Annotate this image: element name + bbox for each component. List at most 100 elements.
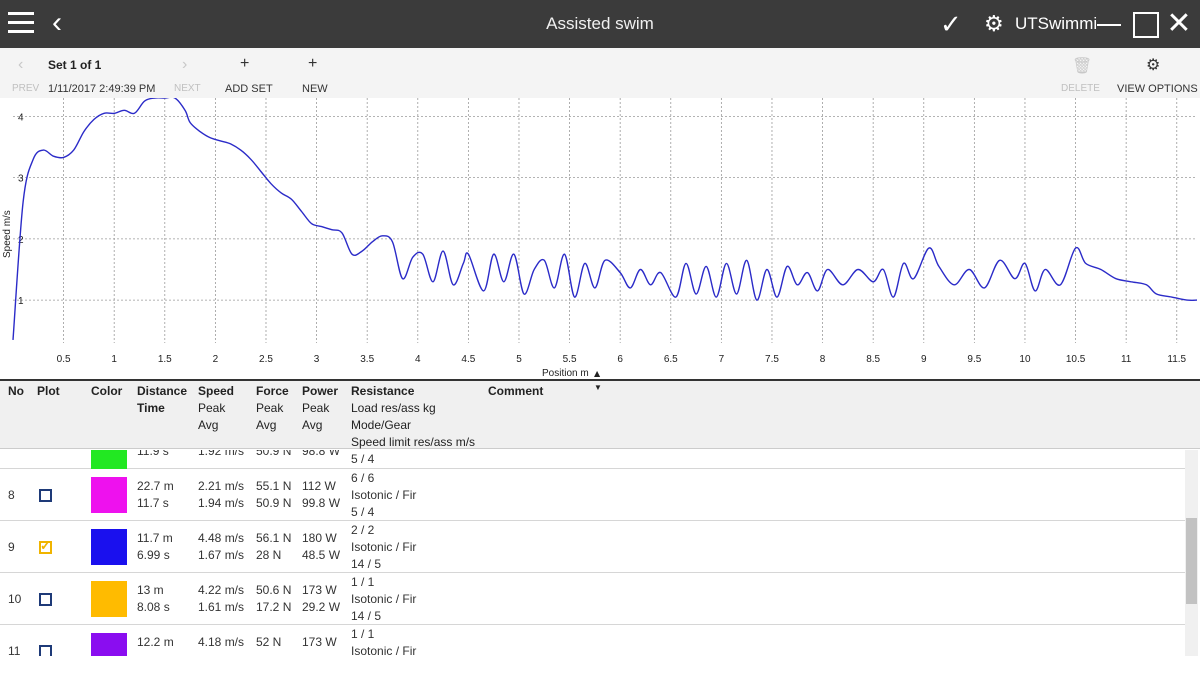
- plot-checkbox[interactable]: [39, 645, 52, 656]
- cell-speed-limit: 5 / 4: [351, 452, 375, 466]
- cell-no: 10: [8, 592, 22, 606]
- cell-time: 8.08 s: [137, 600, 170, 614]
- prev-chevron-icon[interactable]: ‹: [18, 56, 24, 73]
- back-arrow-icon[interactable]: ‹: [52, 6, 62, 39]
- header-power-avg: Avg: [302, 418, 323, 432]
- next-button[interactable]: NEXT: [174, 83, 201, 94]
- cell-load: 1 / 1: [351, 575, 375, 589]
- table-row-partial[interactable]: 11.9 s 1.92 m/s 50.9 N 98.8 W 5 / 4: [0, 450, 1185, 470]
- color-swatch[interactable]: [91, 477, 127, 513]
- view-options-gear-icon[interactable]: ⚙: [1146, 57, 1161, 74]
- table-body: 11.9 s 1.92 m/s 50.9 N 98.8 W 5 / 4 8 22.…: [0, 450, 1185, 656]
- header-plot[interactable]: Plot: [37, 384, 60, 398]
- cell-force-peak: 52 N: [256, 635, 282, 649]
- header-comment[interactable]: Comment: [488, 384, 544, 398]
- plot-checkbox[interactable]: [39, 489, 52, 502]
- cell-power-peak: 173 W: [302, 635, 337, 649]
- color-swatch[interactable]: [91, 529, 127, 565]
- plot-checkbox[interactable]: [39, 538, 52, 554]
- next-chevron-icon[interactable]: ›: [182, 56, 188, 73]
- header-distance[interactable]: Distance: [137, 384, 188, 398]
- hamburger-icon[interactable]: [8, 12, 34, 34]
- prev-button[interactable]: PREV: [12, 83, 40, 94]
- header-force-avg: Avg: [256, 418, 277, 432]
- cell-force-avg: 50.9 N: [256, 450, 292, 458]
- cell-force-avg: 17.2 N: [256, 600, 292, 614]
- x-tick-label: 6.5: [664, 354, 678, 365]
- header-mode: Mode/Gear: [351, 418, 412, 432]
- x-tick-label: 11: [1121, 354, 1132, 365]
- x-tick-label: 5: [516, 354, 522, 365]
- table-scrollbar-thumb[interactable]: [1186, 518, 1197, 604]
- table-row[interactable]: 11 12.2 m 4.18 m/s 52 N 173 W 1 / 1 Isotonic /…: [0, 625, 1185, 656]
- header-speed-avg: Avg: [198, 418, 219, 432]
- cell-speed-peak: 2.21 m/s: [198, 479, 245, 493]
- maximize-icon[interactable]: [1130, 8, 1160, 40]
- delete-button[interactable]: DELETE: [1061, 83, 1100, 94]
- cell-power-avg: 48.5 W: [302, 548, 341, 562]
- set-timestamp: 1/11/2017 2:49:39 PM: [48, 83, 156, 95]
- color-swatch[interactable]: [91, 450, 127, 470]
- table-row[interactable]: 9 11.7 m 6.99 s 4.48 m/s 1.67 m/s 56.1 N 28 N 1…: [0, 521, 1185, 573]
- x-tick-label: 9.5: [967, 354, 981, 365]
- cell-speed-peak: 4.18 m/s: [198, 635, 245, 649]
- cell-speed-peak: 4.48 m/s: [198, 531, 245, 545]
- x-tick-label: 3: [314, 354, 320, 365]
- header-no[interactable]: No: [8, 384, 24, 398]
- cell-speed-avg: 1.92 m/s: [198, 450, 245, 458]
- sort-down-arrow-icon[interactable]: ▼: [594, 383, 602, 392]
- color-swatch[interactable]: [91, 581, 127, 617]
- toolbar: ‹ PREV Set 1 of 1 1/11/2017 2:49:39 PM ›…: [0, 48, 1200, 98]
- app-name: UTSwimmi: [1015, 14, 1098, 33]
- cell-no: 8: [8, 488, 15, 502]
- x-axis-label: Position m: [542, 368, 589, 379]
- window-title: Assisted swim: [546, 14, 654, 33]
- add-set-button[interactable]: ADD SET: [225, 83, 273, 95]
- bottom-strip: [0, 656, 1200, 675]
- cell-distance: 13 m: [137, 583, 164, 597]
- cell-mode: Isotonic / Fir: [351, 592, 417, 606]
- y-tick-label: 3: [18, 174, 24, 185]
- header-force[interactable]: Force: [256, 384, 289, 398]
- set-label: Set 1 of 1: [48, 58, 102, 72]
- sort-arrow-icon[interactable]: ▲: [594, 369, 601, 378]
- new-button[interactable]: NEW: [302, 83, 328, 95]
- cell-mode: Isotonic / Fir: [351, 488, 417, 502]
- cell-speed-limit: 14 / 5: [351, 609, 382, 623]
- new-plus-icon[interactable]: +: [308, 55, 318, 72]
- cell-no: 11: [8, 644, 21, 656]
- cell-force-avg: 28 N: [256, 548, 282, 562]
- trash-icon[interactable]: 🗑: [1072, 58, 1093, 75]
- cell-distance: 12.2 m: [137, 635, 174, 649]
- x-tick-label: 8.5: [866, 354, 880, 365]
- x-tick-label: 10.5: [1066, 354, 1086, 365]
- header-power[interactable]: Power: [302, 384, 339, 398]
- header-force-peak: Peak: [256, 401, 284, 415]
- cell-power-avg: 98.8 W: [302, 450, 341, 458]
- y-tick-label: 1: [18, 296, 24, 307]
- plot-checkbox[interactable]: [39, 593, 52, 606]
- cell-no: 9: [8, 540, 15, 554]
- x-tick-label: 7: [719, 354, 725, 365]
- checkmark-icon[interactable]: ✓: [940, 9, 962, 39]
- header-speed-peak: Peak: [198, 401, 226, 415]
- gear-icon[interactable]: ⚙: [984, 11, 1004, 36]
- header-resistance[interactable]: Resistance: [351, 384, 415, 398]
- header-color[interactable]: Color: [91, 384, 123, 398]
- add-set-plus-icon[interactable]: +: [240, 55, 250, 72]
- header-time[interactable]: Time: [137, 401, 165, 415]
- color-swatch[interactable]: [91, 633, 127, 656]
- cell-power-avg: 29.2 W: [302, 600, 341, 614]
- table-row[interactable]: 8 22.7 m 11.7 s 2.21 m/s 1.94 m/s 55.1 N 50.9 …: [0, 469, 1185, 521]
- close-icon[interactable]: ✕: [1166, 7, 1192, 40]
- minimize-icon[interactable]: [1094, 8, 1124, 40]
- view-options-button[interactable]: VIEW OPTIONS: [1117, 83, 1198, 95]
- header-speed[interactable]: Speed: [198, 384, 235, 398]
- table-row[interactable]: 10 13 m 8.08 s 4.22 m/s 1.61 m/s 50.6 N 17.2 N…: [0, 573, 1185, 625]
- x-tick-label: 2.5: [259, 354, 273, 365]
- y-tick-label: 4: [18, 112, 24, 123]
- speed-series-line: [12, 98, 1198, 340]
- cell-distance: 22.7 m: [137, 479, 174, 493]
- x-tick-label: 7.5: [765, 354, 779, 365]
